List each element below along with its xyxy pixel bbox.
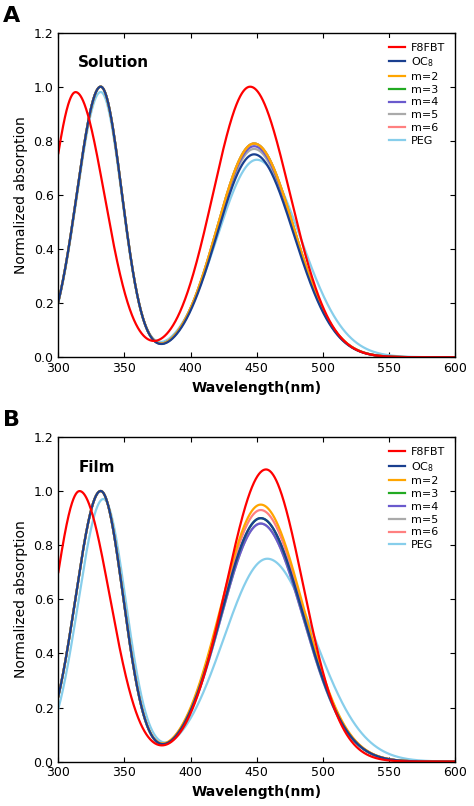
Legend: F8FBT, OC$_8$, m=2, m=3, m=4, m=5, m=6, PEG: F8FBT, OC$_8$, m=2, m=3, m=4, m=5, m=6, …: [384, 38, 449, 150]
Text: Solution: Solution: [78, 56, 149, 70]
X-axis label: Wavelength(nm): Wavelength(nm): [191, 380, 322, 395]
Y-axis label: Normalized absorption: Normalized absorption: [14, 116, 28, 274]
X-axis label: Wavelength(nm): Wavelength(nm): [191, 785, 322, 799]
Text: B: B: [3, 410, 20, 430]
Y-axis label: Normalized absorption: Normalized absorption: [14, 521, 28, 678]
Text: Film: Film: [78, 459, 115, 475]
Text: A: A: [3, 6, 20, 26]
Legend: F8FBT, OC$_8$, m=2, m=3, m=4, m=5, m=6, PEG: F8FBT, OC$_8$, m=2, m=3, m=4, m=5, m=6, …: [384, 442, 449, 555]
